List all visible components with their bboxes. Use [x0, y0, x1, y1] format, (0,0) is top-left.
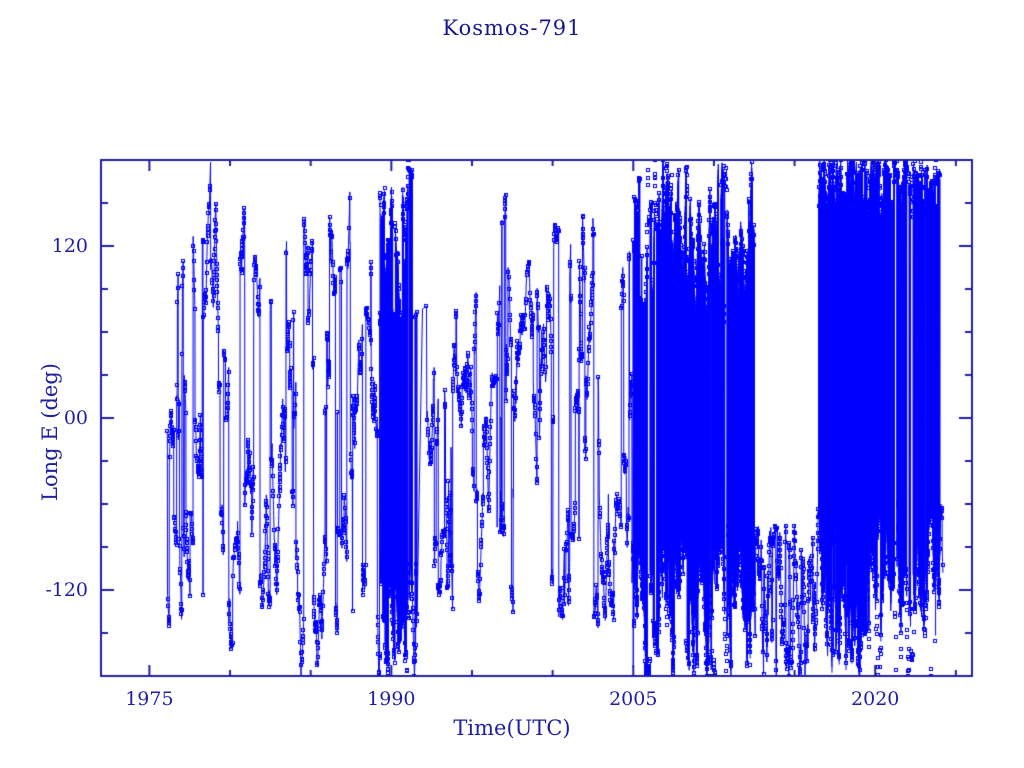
y-tick-label: 00	[63, 407, 88, 429]
chart-title: Kosmos-791	[442, 16, 582, 40]
x-axis-label: Time(UTC)	[453, 716, 571, 740]
y-tick-label: -120	[45, 579, 88, 601]
x-tick-label: 1990	[367, 688, 416, 710]
y-axis-label: Long E (deg)	[38, 363, 62, 501]
x-tick-label: 2005	[609, 688, 658, 710]
x-tick-label: 1975	[125, 688, 174, 710]
x-tick-label: 2020	[851, 688, 900, 710]
y-tick-label: 120	[51, 235, 88, 257]
